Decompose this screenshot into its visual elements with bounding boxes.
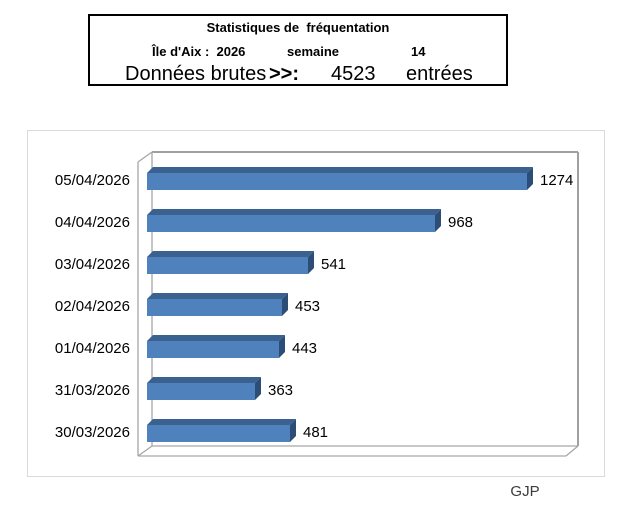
bar-top-face	[147, 167, 533, 173]
category-label: 04/04/2026	[54, 214, 130, 231]
category-label: 05/04/2026	[54, 172, 130, 189]
bar-end-face	[282, 293, 288, 316]
value-label: 443	[292, 340, 318, 357]
bar	[147, 383, 255, 400]
bar-end-face	[308, 251, 314, 274]
bar	[147, 215, 435, 232]
arrow-separator: >>:	[269, 63, 300, 85]
bar-end-face	[435, 209, 441, 232]
location-year-label: Île d'Aix : 2026	[152, 44, 246, 59]
entries-unit-label: entrées	[406, 63, 473, 85]
category-label: 01/04/2026	[54, 340, 130, 357]
bar	[147, 341, 279, 358]
category-label: 02/04/2026	[54, 298, 130, 315]
signature: GJP	[510, 483, 540, 500]
bar-top-face	[147, 335, 285, 341]
bar-series	[147, 167, 533, 442]
value-label: 363	[268, 382, 294, 399]
stats-title: Statistiques de fréquentation	[206, 20, 390, 35]
category-label: 31/03/2026	[54, 382, 130, 399]
bar	[147, 425, 290, 442]
bar-top-face	[147, 209, 441, 215]
bar	[147, 257, 308, 274]
bar-top-face	[147, 293, 288, 299]
week-label: semaine	[287, 44, 340, 59]
value-label: 481	[303, 424, 329, 441]
raw-data-row: Données brutes >>: 4523 entrées	[90, 62, 506, 88]
bar-top-face	[147, 419, 296, 425]
bar-end-face	[290, 419, 296, 442]
value-label: 1274	[540, 172, 574, 189]
chart-container: 05/04/2026 04/04/2026 03/04/2026 02/04/2026…	[27, 130, 605, 477]
value-label: 453	[295, 298, 321, 315]
bar-end-face	[279, 335, 285, 358]
week-number: 14	[411, 44, 426, 59]
stats-subtitle-row: Île d'Aix : 2026 semaine 14	[90, 44, 506, 60]
bar	[147, 299, 282, 316]
value-label: 541	[321, 256, 347, 273]
raw-data-label: Données brutes	[125, 63, 267, 85]
bar-end-face	[255, 377, 261, 400]
bar-chart-3d	[137, 151, 579, 457]
stats-header-box: Statistiques de fréquentation Île d'Aix …	[88, 14, 508, 86]
total-entries-value: 4523	[331, 63, 376, 85]
bar-end-face	[527, 167, 533, 190]
category-label: 03/04/2026	[54, 256, 130, 273]
bar-top-face	[147, 377, 261, 383]
bar	[147, 173, 527, 190]
category-label: 30/03/2026	[54, 424, 130, 441]
value-label: 968	[448, 214, 474, 231]
bar-top-face	[147, 251, 314, 257]
